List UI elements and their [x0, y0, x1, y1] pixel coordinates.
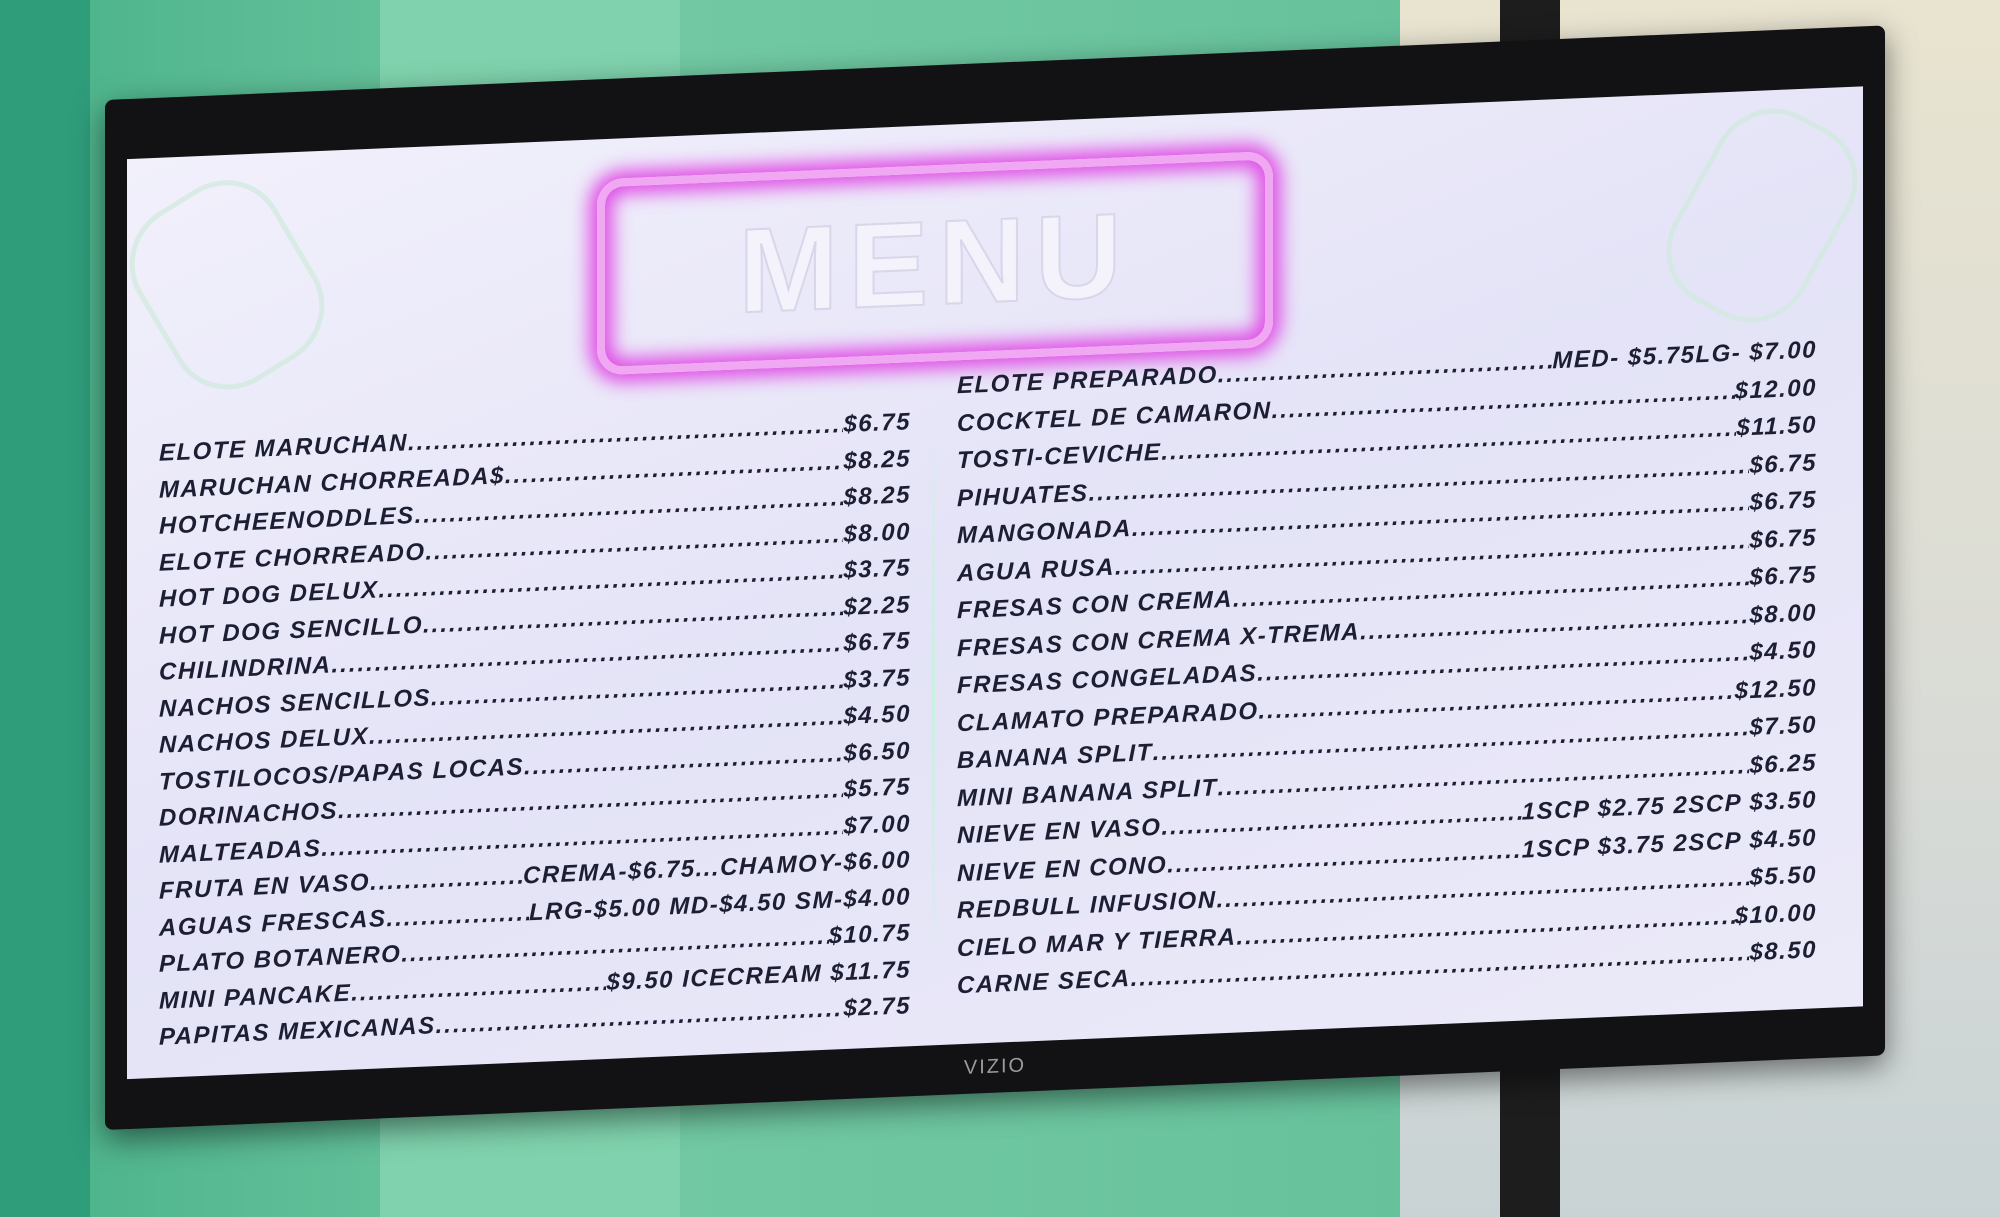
- menu-item-price: $6.75: [1749, 486, 1817, 517]
- menu-item-name: PIHUATES: [957, 479, 1089, 512]
- menu-item-price: $6.75: [1749, 448, 1817, 479]
- menu-item-price: $8.50: [1749, 936, 1817, 967]
- menu-item-price: $6.75: [843, 627, 911, 658]
- menu-item-price: $8.25: [843, 444, 911, 475]
- menu-item-price: $8.25: [843, 481, 911, 512]
- dot-leader: [370, 862, 523, 896]
- dot-leader: [1218, 347, 1553, 389]
- menu-item-price: $5.75: [843, 773, 911, 804]
- menu-item-price: $4.50: [843, 700, 911, 731]
- menu-item-name: CARNE SECA: [957, 965, 1131, 1000]
- menu-item-name: MANGONADA: [957, 514, 1132, 550]
- menu-item-name: AGUA RUSA: [957, 553, 1115, 587]
- menu-item-price: $4.50: [1749, 636, 1817, 667]
- menu-item-price: $12.00: [1734, 373, 1817, 405]
- menu-column-right: ELOTE PREPARADOMED- $5.75LG- $7.00COCKTE…: [957, 336, 1817, 1010]
- column-divider: [932, 415, 935, 976]
- menu-item-price: $10.00: [1734, 898, 1817, 930]
- menu-item-price: $3.75: [843, 554, 911, 585]
- menu-item-name: CHILINDRINA: [159, 651, 332, 686]
- menu-title: MENU: [737, 187, 1132, 339]
- menu-item-price: $10.75: [828, 919, 911, 950]
- menu-item-price: $7.50: [1749, 711, 1817, 742]
- menu-item-price: $6.50: [843, 736, 911, 767]
- popsicle-icon: [1644, 87, 1863, 344]
- menu-title-sign: MENU: [597, 151, 1273, 376]
- menu-item-price: $11.50: [1736, 411, 1817, 442]
- menu-item-price: $12.50: [1734, 673, 1817, 705]
- menu-item-price: $6.75: [843, 408, 911, 439]
- menu-item-price: $5.50: [1749, 861, 1817, 892]
- popsicle-icon: [127, 157, 347, 413]
- menu-item-price: $6.75: [1749, 561, 1817, 592]
- menu-item-name: ELOTE MARUCHAN: [159, 429, 408, 467]
- menu-item-name: MALTEADAS: [159, 834, 322, 869]
- menu-item-name: ELOTE PREPARADO: [957, 361, 1218, 400]
- wall-left: [0, 0, 90, 1217]
- menu-item-price: $2.25: [843, 590, 911, 621]
- menu-item-price: $6.25: [1749, 748, 1817, 779]
- menu-item-price: $2.75: [843, 992, 911, 1023]
- dot-leader: [387, 899, 529, 933]
- menu-item-price: $6.75: [1749, 523, 1817, 554]
- menu-item-price: $3.75: [843, 663, 911, 694]
- menu-item-price: $7.00: [843, 809, 911, 840]
- menu-item-price: MED- $5.75LG- $7.00: [1552, 336, 1817, 375]
- menu-item-price: $8.00: [843, 517, 911, 548]
- menu-item-price: $8.00: [1749, 598, 1817, 629]
